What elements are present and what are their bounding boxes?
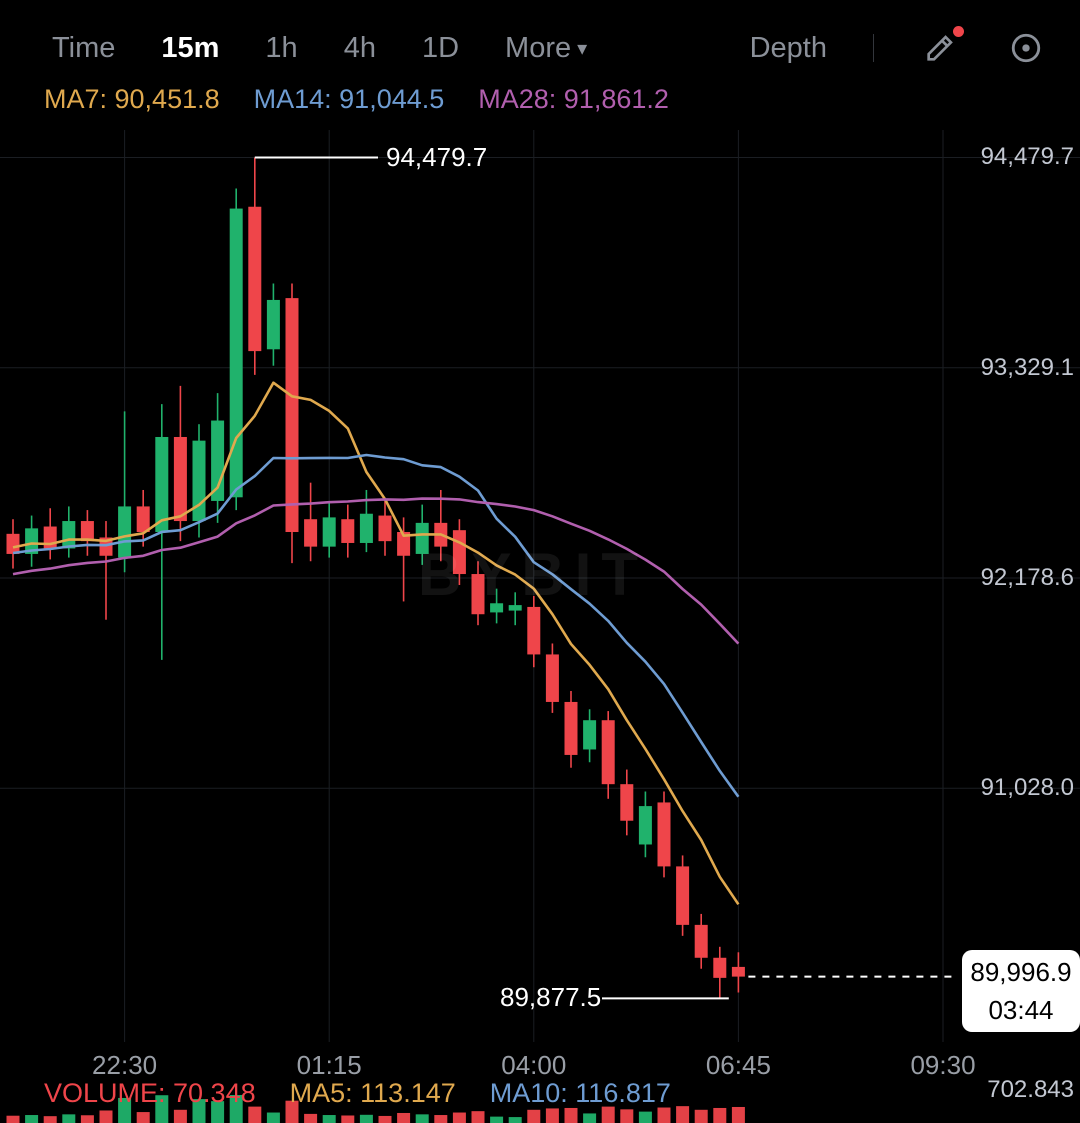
ma14-value: MA14: 91,044.5	[253, 84, 445, 114]
vol-ma5-value: MA5: 113.147	[289, 1078, 456, 1108]
session-high-annotation: 94,479.7	[386, 142, 488, 172]
x-axis-label: 09:30	[910, 1050, 976, 1080]
last-price-value: 89,996.9	[970, 957, 1072, 987]
timeframe-toolbar: Time 15m 1h 4h 1D More ▾ Depth	[0, 0, 1080, 78]
ma7-value: MA7: 90,451.8	[44, 84, 220, 114]
y-axis-label: 93,329.1	[980, 354, 1074, 381]
y-axis-label: 91,028.0	[980, 774, 1074, 801]
vol-ma10-value: MA10: 116.817	[489, 1078, 671, 1108]
ma28-value: MA28: 91,861.2	[478, 84, 669, 114]
last-price-badge: 89,996.9 03:44	[962, 950, 1080, 1032]
volume-value: VOLUME: 70.348	[44, 1078, 256, 1108]
circle-dot-icon	[1011, 33, 1041, 63]
x-axis-label: 04:00	[501, 1050, 567, 1080]
more-menu-button[interactable]: More ▾	[505, 31, 588, 64]
candle-countdown: 03:44	[988, 995, 1054, 1025]
pencil-icon	[927, 35, 953, 61]
x-axis-label: 22:30	[92, 1050, 158, 1080]
draw-tool-button[interactable]	[920, 26, 964, 68]
notification-dot	[953, 26, 964, 37]
y-axis-label: 94,479.7	[980, 143, 1074, 170]
timeframe-tab-time[interactable]: Time	[52, 31, 116, 64]
x-axis-label: 01:15	[296, 1050, 362, 1080]
depth-button[interactable]: Depth	[749, 31, 827, 64]
volume-axis-label: 702.843	[987, 1076, 1074, 1103]
y-axis-label: 92,178.6	[980, 564, 1074, 591]
ma-indicator-row: MA7: 90,451.8 MA14: 91,044.5 MA28: 91,86…	[44, 84, 669, 115]
toolbar-divider	[873, 34, 874, 62]
timeframe-tab-1h[interactable]: 1h	[265, 31, 298, 64]
session-low-annotation: 89,877.5	[500, 982, 602, 1012]
timeframe-tab-15m[interactable]: 15m	[161, 31, 220, 64]
volume-indicator-row: VOLUME: 70.348 MA5: 113.147 MA10: 116.81…	[44, 1078, 671, 1109]
timeframe-tab-1d[interactable]: 1D	[421, 31, 460, 64]
timeframe-tab-4h[interactable]: 4h	[343, 31, 376, 64]
chart-settings-button[interactable]	[1006, 28, 1046, 68]
x-axis-label: 06:45	[705, 1050, 771, 1080]
chevron-down-icon: ▾	[577, 37, 588, 60]
